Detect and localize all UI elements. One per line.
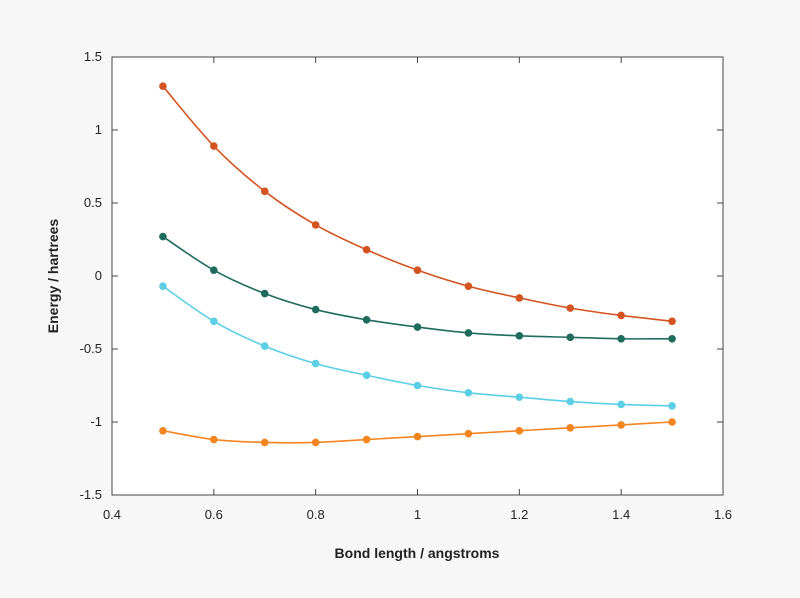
- series-1-point: [617, 311, 625, 320]
- series-2-point: [311, 305, 320, 314]
- series-3-point: [362, 371, 371, 380]
- series-4-point: [311, 438, 320, 447]
- series-2-point: [464, 329, 473, 337]
- series-3-point: [668, 402, 676, 410]
- series-3-point: [210, 317, 218, 326]
- y-tick-label: 1: [95, 122, 102, 137]
- series-4-point: [515, 426, 524, 435]
- x-tick-label: 1.6: [714, 507, 732, 522]
- x-tick-label: 0.8: [307, 507, 325, 522]
- series-4-point: [617, 421, 625, 429]
- y-tick-label: 1.5: [84, 49, 102, 64]
- x-tick-label: 0.4: [103, 507, 121, 522]
- x-tick-label: 1: [414, 507, 421, 522]
- series-2-point: [362, 316, 371, 324]
- series-3-point: [159, 282, 167, 291]
- x-axis-title: Bond length / angstroms: [335, 545, 500, 561]
- series-2-point: [210, 266, 218, 274]
- series-1-point: [210, 142, 218, 150]
- series-4-point: [413, 432, 422, 441]
- x-tick-label: 0.6: [205, 507, 223, 522]
- y-tick-label: 0.5: [84, 195, 102, 210]
- series-2-point: [159, 232, 167, 241]
- series-3-point: [464, 389, 473, 397]
- series-3-point: [311, 359, 320, 368]
- series-2-point: [566, 333, 575, 342]
- series-2-point: [260, 289, 269, 298]
- x-tick-label: 1.2: [510, 507, 528, 522]
- axis-ticks: 0.4 0.6 0.8 1 1.2 1.4 1.6 -1.5 -1 -0.5 0 0.5 1 1.5: [80, 49, 732, 522]
- series-2-point: [413, 323, 422, 331]
- series-1-point: [413, 266, 422, 274]
- series-4-point: [566, 424, 575, 432]
- series-4-point: [464, 429, 473, 438]
- series-4-point: [210, 435, 218, 444]
- plot-area: [111, 56, 724, 496]
- series-3-point: [260, 342, 269, 350]
- series-1-point: [260, 187, 269, 196]
- series-1-point: [515, 294, 524, 302]
- series-1-point: [159, 82, 167, 90]
- series-4-point: [362, 435, 371, 444]
- series-points: [159, 82, 676, 447]
- series-4-point: [159, 426, 167, 435]
- y-tick-label: -1.5: [80, 487, 102, 502]
- series-1-point: [668, 317, 676, 326]
- series-3-point: [515, 393, 524, 401]
- series-3-point: [566, 397, 575, 406]
- series-1-point: [311, 221, 320, 229]
- series-2-point: [668, 334, 676, 343]
- series-1-point: [566, 304, 575, 312]
- x-tick-label: 1.4: [612, 507, 630, 522]
- series-2-point: [515, 332, 524, 340]
- series-4-point: [668, 418, 676, 426]
- series-2-point: [617, 334, 625, 343]
- series-3-point: [617, 400, 625, 409]
- series-1-point: [464, 282, 473, 291]
- y-tick-label: 0: [95, 268, 102, 283]
- y-axis-title: Energy / hartrees: [45, 219, 61, 334]
- y-tick-label: -1: [90, 414, 102, 429]
- series-1-point: [362, 245, 371, 254]
- y-tick-label: -0.5: [80, 341, 102, 356]
- series-4-point: [260, 438, 269, 447]
- series-3-point: [413, 381, 422, 390]
